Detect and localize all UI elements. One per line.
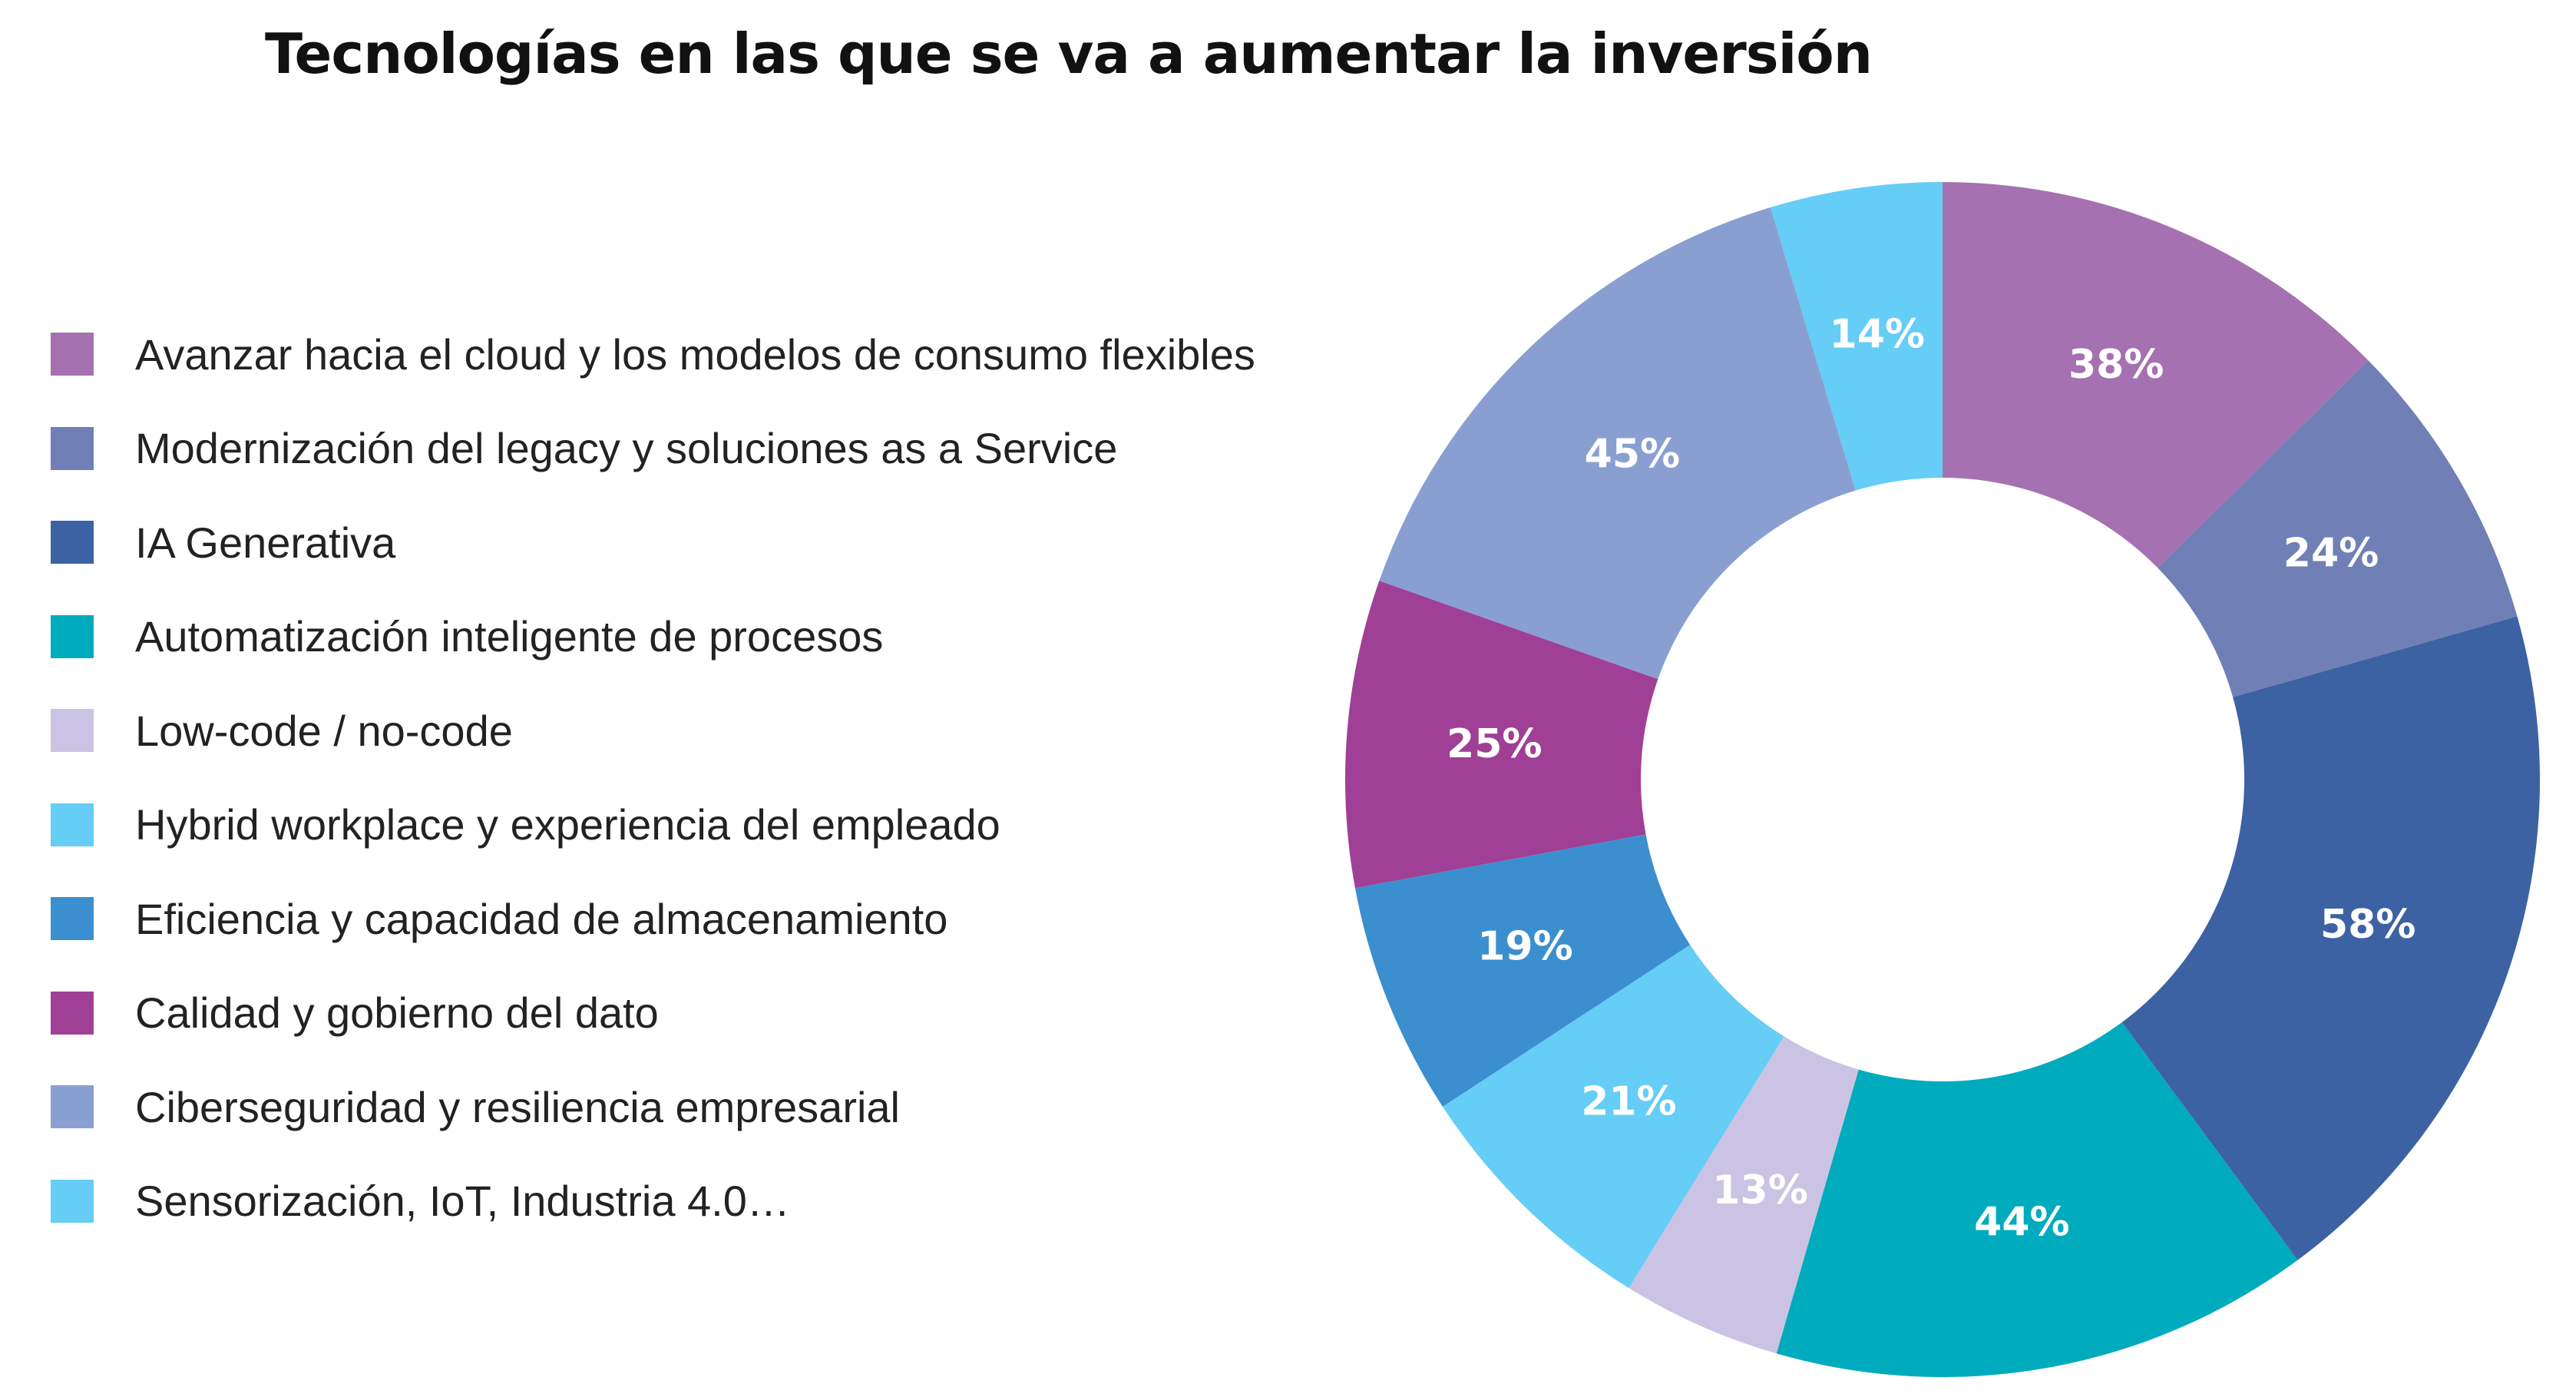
slice-value-label: 24% xyxy=(2283,530,2379,576)
legend-label: Hybrid workplace y experiencia del emple… xyxy=(135,800,1000,849)
legend-item: Sensorización, IoT, Industria 4.0… xyxy=(51,1154,1255,1249)
slice-value-label: 19% xyxy=(1477,924,1572,970)
legend-item: Ciberseguridad y resiliencia empresarial xyxy=(51,1060,1255,1154)
legend-label: Eficiencia y capacidad de almacenamiento xyxy=(135,894,948,943)
chart-title: Tecnologías en las que se va a aumentar … xyxy=(265,22,1873,86)
legend-item: Eficiencia y capacidad de almacenamiento xyxy=(51,872,1255,966)
donut-slice xyxy=(1770,182,1943,491)
legend-item: Automatización inteligente de procesos xyxy=(51,590,1255,684)
legend-item: Calidad y gobierno del dato xyxy=(51,966,1255,1061)
slice-value-label: 58% xyxy=(2320,902,2416,948)
legend-swatch xyxy=(51,1179,94,1223)
legend-item: Hybrid workplace y experiencia del emple… xyxy=(51,778,1255,872)
donut-slice xyxy=(1442,945,1784,1288)
legend-swatch xyxy=(51,426,94,470)
legend-swatch xyxy=(51,897,94,941)
legend: Avanzar hacia el cloud y los modelos de … xyxy=(51,307,1255,1248)
legend-swatch xyxy=(51,991,94,1035)
legend-swatch xyxy=(51,614,94,658)
legend-label: Calidad y gobierno del dato xyxy=(135,988,659,1038)
legend-label: IA Generativa xyxy=(135,518,396,567)
legend-label: Automatización inteligente de procesos xyxy=(135,612,884,661)
legend-swatch xyxy=(51,521,94,565)
legend-item: Low-code / no-code xyxy=(51,684,1255,778)
slice-value-label: 21% xyxy=(1581,1078,1676,1124)
legend-label: Modernización del legacy y soluciones as… xyxy=(135,424,1118,473)
donut-slice xyxy=(1943,182,2369,568)
slice-value-label: 38% xyxy=(2068,342,2164,388)
donut-chart: 38% 24% 58% 44% 13% 21% 19% 25% 45% 14% xyxy=(1345,182,2540,1377)
slice-value-label: 14% xyxy=(1830,312,1925,358)
legend-item: IA Generativa xyxy=(51,495,1255,590)
slice-value-label: 45% xyxy=(1585,431,1680,477)
donut-slice xyxy=(1776,1022,2298,1377)
legend-item: Modernización del legacy y soluciones as… xyxy=(51,402,1255,496)
donut-slice xyxy=(1629,1036,1859,1354)
legend-swatch xyxy=(51,333,94,376)
donut-slice xyxy=(2121,616,2540,1260)
legend-item: Avanzar hacia el cloud y los modelos de … xyxy=(51,307,1255,402)
donut-slice xyxy=(1379,207,1856,680)
donut-slice xyxy=(2158,360,2518,697)
legend-label: Sensorización, IoT, Industria 4.0… xyxy=(135,1177,790,1226)
legend-label: Low-code / no-code xyxy=(135,706,513,755)
slice-value-label: 25% xyxy=(1447,721,1542,767)
slice-value-label: 13% xyxy=(1712,1167,1807,1214)
donut-slice xyxy=(1345,581,1658,889)
slice-value-label: 44% xyxy=(1974,1199,2069,1245)
legend-label: Ciberseguridad y resiliencia empresarial xyxy=(135,1082,900,1131)
donut-slice xyxy=(1354,834,1691,1107)
legend-swatch xyxy=(51,709,94,753)
legend-label: Avanzar hacia el cloud y los modelos de … xyxy=(135,329,1255,379)
legend-swatch xyxy=(51,803,94,846)
legend-swatch xyxy=(51,1085,94,1129)
